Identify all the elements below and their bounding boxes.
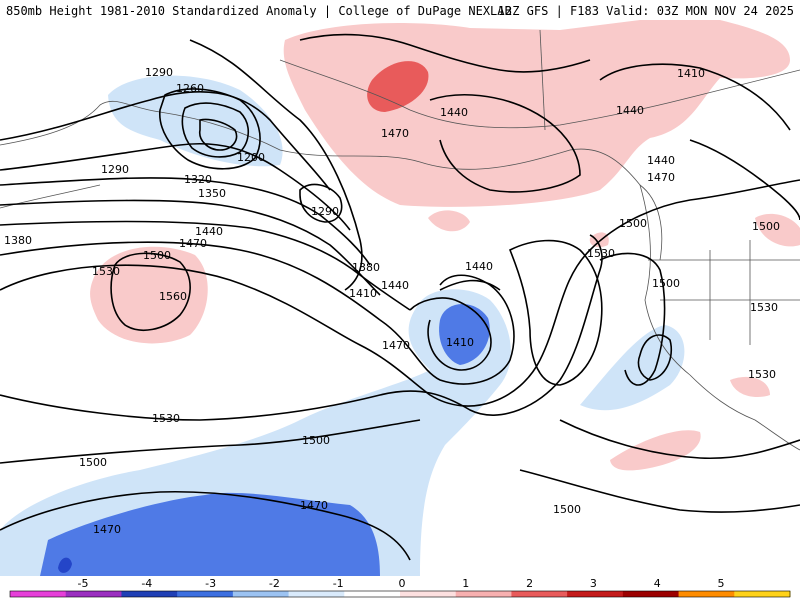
positive-anomaly-baja xyxy=(610,430,701,471)
contour-label: 1530 xyxy=(152,412,180,425)
contour-label: 1290 xyxy=(101,163,129,176)
coastlines xyxy=(0,29,800,451)
colorbar-tick-label: -2 xyxy=(269,577,280,590)
colorbar-segments xyxy=(9,590,791,598)
contour-label: 1470 xyxy=(179,237,207,250)
colorbar-tick-label: -3 xyxy=(205,577,216,590)
colorbar-tick-label: -1 xyxy=(333,577,344,590)
colorbar-tick-label: 2 xyxy=(526,577,533,590)
colorbar-segment xyxy=(288,591,345,597)
contour-label: 1380 xyxy=(352,261,380,274)
positive-anomaly-mexico xyxy=(730,376,770,398)
colorbar-segment xyxy=(678,591,735,597)
strong-positive-anomaly-alaska xyxy=(367,61,429,112)
contour-label: 1440 xyxy=(647,154,675,167)
contour-label: 1350 xyxy=(198,187,226,200)
contour-label: 1500 xyxy=(79,456,107,469)
colorbar-tick-label: -5 xyxy=(78,577,89,590)
contour-label: 1500 xyxy=(752,220,780,233)
contour-label: 1410 xyxy=(349,287,377,300)
contour-label: 1260 xyxy=(176,82,204,95)
extreme-negative-anomaly xyxy=(58,557,72,573)
colorbar-segment xyxy=(177,591,234,597)
positive-anomaly-gulf xyxy=(428,210,470,232)
colorbar-segment xyxy=(400,591,457,597)
contour-label: 1470 xyxy=(382,339,410,352)
positive-anomaly-nw xyxy=(755,213,800,247)
contour-label: 1410 xyxy=(446,336,474,349)
contour-label: 1500 xyxy=(553,503,581,516)
negative-anomaly-aleutian-low xyxy=(108,75,283,167)
contour-label: 1200 xyxy=(237,151,265,164)
contour-label: 1440 xyxy=(465,260,493,273)
colorbar-tick-label: 4 xyxy=(654,577,661,590)
contour-label: 1440 xyxy=(440,106,468,119)
negative-anomaly-pacific xyxy=(0,289,511,576)
contour-label: 1440 xyxy=(616,104,644,117)
contour-label: 1470 xyxy=(93,523,121,536)
contour-label: 1290 xyxy=(311,205,339,218)
contour-label: 1440 xyxy=(381,279,409,292)
contour-label: 1470 xyxy=(647,171,675,184)
contour-label: 1290 xyxy=(145,66,173,79)
colorbar: -5 -4 -3 -2 -1 0 1 2 3 4 5 xyxy=(0,576,800,600)
contour-label: 1320 xyxy=(184,173,212,186)
contour-label: 1470 xyxy=(300,499,328,512)
colorbar-segment xyxy=(567,591,624,597)
contour-label: 1530 xyxy=(748,368,776,381)
colorbar-segment xyxy=(232,591,290,597)
colorbar-tick-label: 3 xyxy=(590,577,597,590)
colorbar-segment xyxy=(121,591,178,597)
colorbar-outline xyxy=(9,590,791,598)
colorbar-ticks: -5 -4 -3 -2 -1 0 1 2 3 4 5 xyxy=(78,577,725,590)
strong-negative-anomaly-south xyxy=(40,492,380,576)
anomaly-map: 1290 1260 1290 1200 1320 1350 1290 1380 … xyxy=(0,20,800,576)
colorbar-segment xyxy=(622,591,680,597)
colorbar-tick-label: -4 xyxy=(141,577,152,590)
colorbar-segment xyxy=(344,591,401,597)
colorbar-segment xyxy=(455,591,512,597)
height-contours xyxy=(0,33,800,561)
contour-label: 1500 xyxy=(143,249,171,262)
contour-label: 1500 xyxy=(619,217,647,230)
colorbar-segment xyxy=(734,591,791,597)
contour-label: 1470 xyxy=(381,127,409,140)
contour-label: 1530 xyxy=(587,247,615,260)
positive-anomaly-coast xyxy=(589,232,609,248)
colorbar-segment xyxy=(10,591,67,597)
header: 850mb Height 1981-2010 Standardized Anom… xyxy=(0,0,800,20)
contour-label: 1560 xyxy=(159,290,187,303)
colorbar-tick-label: 5 xyxy=(718,577,725,590)
contour-label: 1500 xyxy=(302,434,330,447)
colorbar-tick-label: 1 xyxy=(462,577,469,590)
negative-anomaly-east xyxy=(580,325,685,411)
strong-negative-anomaly-low xyxy=(439,303,490,365)
contour-label: 1440 xyxy=(195,225,223,238)
contour-label: 1380 xyxy=(4,234,32,247)
contour-labels: 1290 1260 1290 1200 1320 1350 1290 1380 … xyxy=(4,66,780,536)
map-title: 850mb Height 1981-2010 Standardized Anom… xyxy=(6,4,512,18)
contour-label: 1410 xyxy=(677,67,705,80)
colorbar-tick-label: 0 xyxy=(399,577,406,590)
colorbar-segment xyxy=(511,591,568,597)
colorbar-segment xyxy=(65,591,122,597)
contour-label: 1500 xyxy=(652,277,680,290)
model-run-label: 12Z GFS | F183 Valid: 03Z MON NOV 24 202… xyxy=(497,4,794,18)
contour-label: 1530 xyxy=(750,301,778,314)
contour-label: 1530 xyxy=(92,265,120,278)
